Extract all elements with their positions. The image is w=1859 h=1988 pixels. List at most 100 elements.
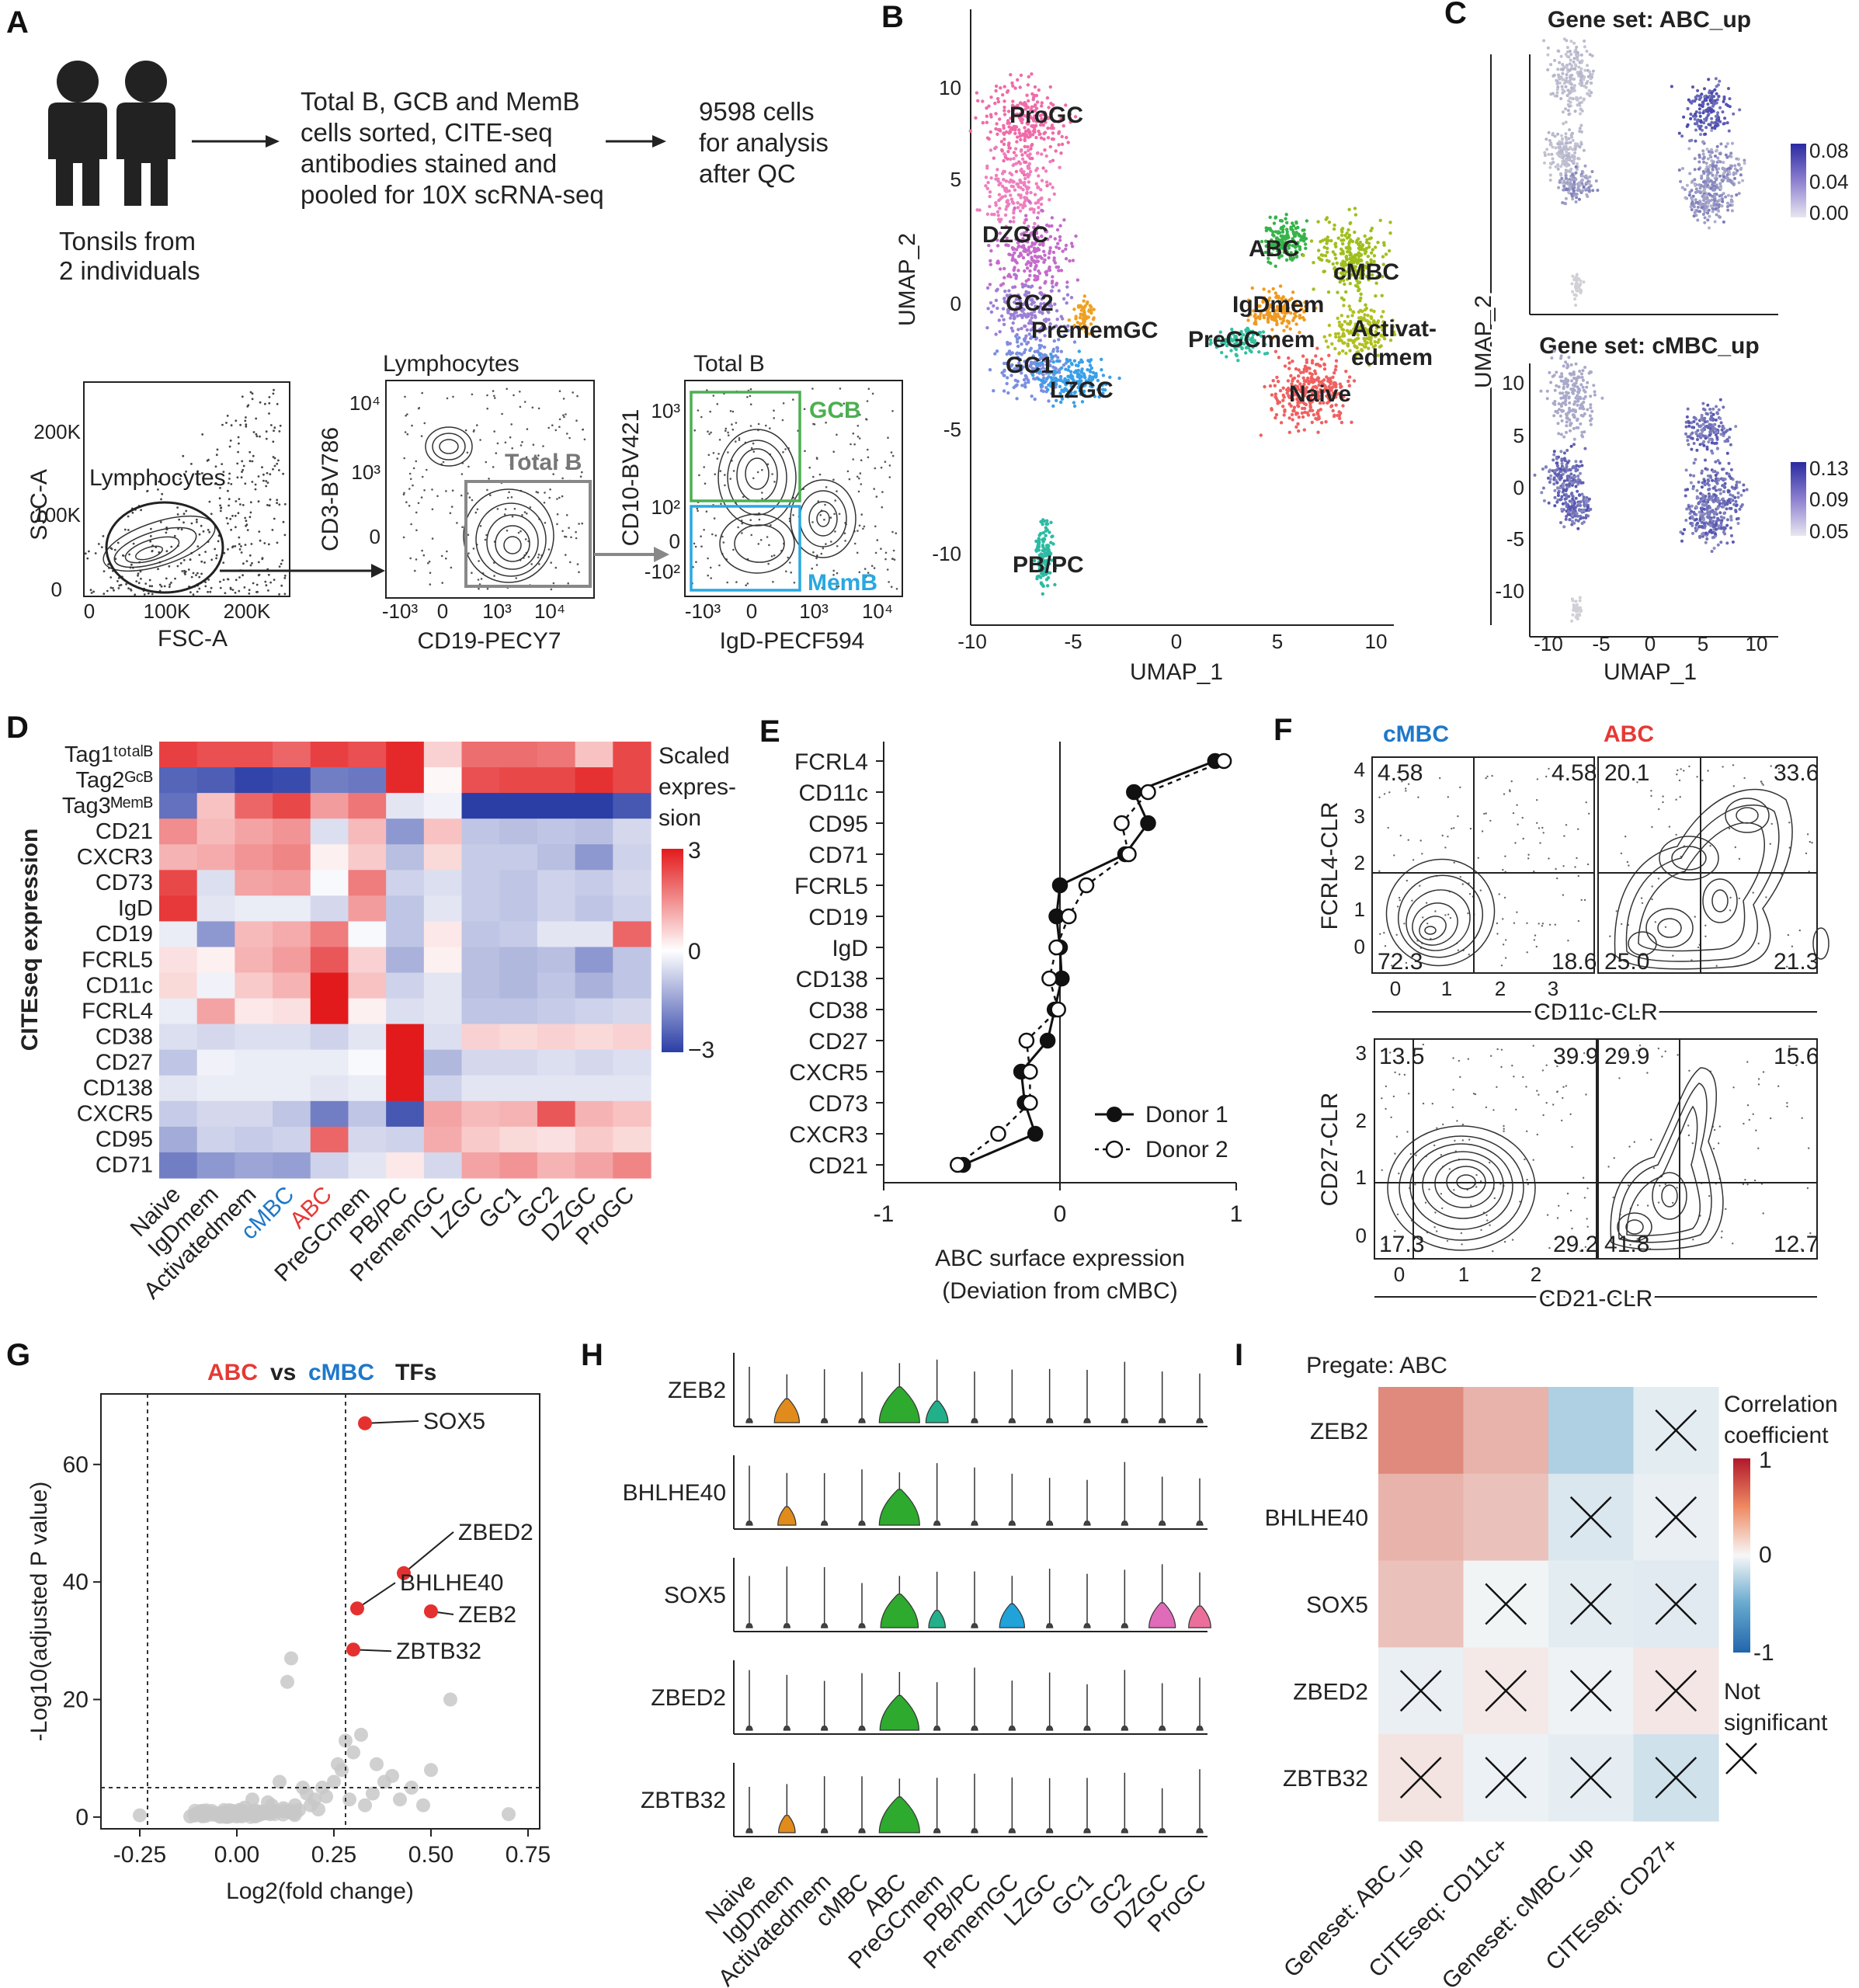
umap-cell	[1353, 230, 1357, 235]
umap-cell	[1062, 325, 1066, 328]
umap-cell	[1089, 366, 1094, 370]
geneset-cell	[1557, 150, 1561, 154]
umap-cell	[1044, 354, 1048, 358]
umap-cell	[1381, 262, 1385, 266]
umap-cell	[1283, 408, 1287, 412]
flow-event	[720, 502, 722, 506]
umap-cell	[1344, 370, 1348, 374]
umap-cell	[1034, 229, 1038, 234]
geneset-cell	[1569, 363, 1573, 367]
flow-event	[245, 523, 248, 527]
umap-cell	[1361, 272, 1366, 276]
geneset-cell	[1691, 85, 1694, 89]
umap-cell	[1325, 259, 1329, 262]
flow1-xtick: 100K	[144, 600, 191, 623]
flow-event	[196, 590, 199, 593]
umap-cell	[1018, 299, 1023, 304]
umap-cell	[1058, 165, 1062, 169]
geneset-cell	[1558, 81, 1562, 85]
umap-cell	[1009, 313, 1013, 317]
flow-event	[268, 401, 271, 405]
umap-cell	[1323, 238, 1327, 242]
umap-cell	[1225, 355, 1228, 359]
umap-cell	[1026, 111, 1030, 115]
geneset-cell	[1551, 458, 1555, 462]
flow-event	[276, 502, 278, 505]
flow3-contours	[718, 429, 857, 574]
umap-cell	[1041, 209, 1044, 213]
umap-cell	[1331, 262, 1335, 266]
umap-cell	[988, 368, 992, 372]
flow-event	[773, 554, 776, 557]
umap-cell	[1279, 234, 1284, 238]
umap-cell	[1018, 209, 1023, 213]
geneset-cell	[1697, 124, 1701, 128]
umap-cell	[1020, 342, 1023, 346]
geneset-cell	[1573, 502, 1576, 505]
flow-event	[867, 448, 869, 451]
umap-cell	[1070, 245, 1075, 248]
umap-ytick: 5	[950, 168, 961, 191]
geneset-cell	[1694, 200, 1698, 204]
umap-cell	[1353, 283, 1358, 287]
umap-cell	[1041, 531, 1045, 535]
flow-event	[276, 499, 279, 502]
geneset-cell	[1585, 385, 1589, 389]
umap-cell	[1035, 100, 1040, 104]
flow-event	[195, 574, 197, 576]
geneset-cell	[1571, 138, 1575, 142]
geneset-cell	[1704, 117, 1708, 120]
flow-event	[182, 454, 185, 457]
flow-event	[450, 506, 453, 508]
flow-event	[811, 567, 813, 570]
geneset-cell	[1718, 174, 1722, 178]
geneset-cell	[1702, 156, 1706, 160]
umap-cell	[1060, 142, 1065, 146]
umap-cell	[1059, 349, 1064, 353]
umap-cell	[1016, 365, 1020, 370]
umap-cell	[975, 91, 979, 95]
umap-cell	[1295, 250, 1299, 255]
flow-event	[860, 483, 863, 485]
umap-cell	[1053, 566, 1058, 571]
geneset-cell	[1731, 141, 1734, 145]
flow-event	[273, 429, 275, 433]
flow-event	[244, 516, 247, 520]
umap-cell	[1053, 582, 1057, 587]
umap-cell	[984, 176, 989, 179]
umap-cell	[1083, 329, 1088, 334]
flow-event	[272, 456, 275, 458]
flow-event	[812, 475, 815, 478]
umap-cell	[1325, 242, 1329, 245]
umap-cell	[988, 283, 992, 287]
geneset-cell	[1706, 176, 1710, 180]
geneset-cell	[1548, 165, 1552, 169]
flow-event	[235, 579, 238, 582]
flow-event	[537, 491, 539, 494]
umap-cell	[1013, 301, 1016, 304]
flow-event	[226, 415, 229, 417]
umap-cell	[1316, 412, 1320, 416]
umap-cell	[1045, 519, 1049, 523]
geneset-cell	[1590, 91, 1593, 95]
geneset-cell	[1565, 478, 1569, 482]
geneset-cell	[1589, 422, 1593, 426]
geneset-cell	[1586, 408, 1590, 412]
geneset-cell	[1568, 68, 1572, 72]
flow-event	[198, 554, 201, 556]
umap-cell	[1301, 354, 1305, 358]
geneset-cell	[1703, 216, 1707, 220]
flow-event	[492, 561, 495, 564]
geneset-cell	[1560, 409, 1564, 413]
flow-event	[467, 533, 470, 536]
flow-event	[427, 561, 429, 565]
flow-event	[464, 429, 467, 432]
umap-cell	[1326, 290, 1331, 294]
arrow-head	[652, 135, 666, 148]
flow-event	[519, 391, 521, 393]
umap-cell	[1055, 318, 1059, 321]
flow-event	[134, 593, 137, 596]
geneset-cell	[1543, 151, 1547, 155]
umap-cell	[1057, 143, 1061, 147]
umap-cell	[1037, 370, 1041, 374]
